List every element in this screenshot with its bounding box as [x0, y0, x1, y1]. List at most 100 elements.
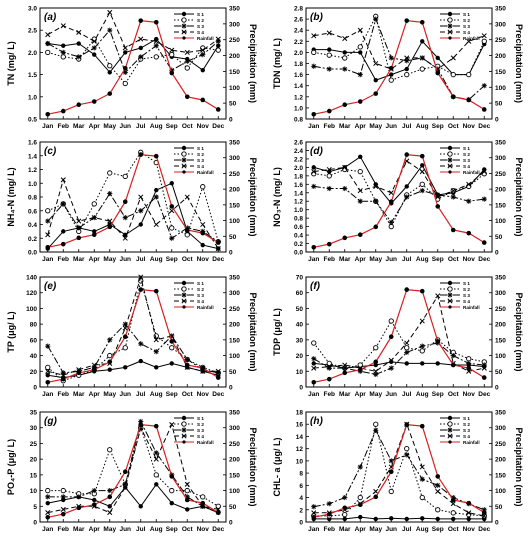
data-point	[481, 107, 487, 112]
x-tick-label: Feb	[57, 256, 69, 263]
data-point	[107, 9, 113, 15]
data-point	[215, 246, 221, 252]
data-point	[419, 19, 425, 25]
data-point	[91, 215, 97, 221]
y-tick-label: 4	[299, 495, 303, 502]
data-point	[91, 487, 97, 494]
y2-tick-label: 350	[229, 6, 240, 13]
x-tick-label: Feb	[57, 391, 69, 398]
data-point	[435, 339, 441, 344]
data-point	[481, 362, 487, 368]
data-point	[373, 60, 379, 67]
data-point	[153, 349, 159, 355]
data-point	[342, 164, 348, 170]
y-tick-label: 1.5	[28, 72, 37, 79]
data-point	[357, 188, 363, 194]
y-tick-label: 80	[30, 322, 38, 329]
legend-label: S 1	[463, 146, 470, 151]
data-point	[215, 47, 221, 53]
y2-tick-label: 350	[229, 275, 240, 282]
legend-marker	[447, 29, 453, 35]
series-line	[313, 40, 485, 81]
y-tick-label: 8	[299, 471, 303, 478]
data-point	[342, 185, 348, 192]
y-tick-label: 1.4	[294, 190, 303, 197]
y2-tick-label: 300	[229, 155, 240, 162]
series-rainfall	[311, 18, 487, 117]
data-point	[76, 102, 82, 108]
data-point	[419, 188, 425, 194]
data-point	[357, 367, 363, 373]
y-tick-label: 2.0	[28, 50, 37, 57]
data-point	[153, 456, 159, 462]
legend-label: S 3	[197, 428, 204, 433]
data-point	[60, 241, 66, 247]
x-tick-label: Jun	[119, 391, 131, 398]
x-tick-label: Sep	[432, 391, 444, 398]
y-tick-label: 6	[299, 483, 303, 490]
x-tick-label: Feb	[57, 123, 69, 130]
data-point	[122, 325, 128, 331]
y-tick-label: 2	[299, 507, 303, 514]
data-point	[138, 152, 144, 157]
data-point	[76, 370, 82, 376]
plot-frame	[39, 276, 227, 388]
data-point	[153, 472, 159, 478]
x-tick-label: Nov	[463, 391, 476, 398]
y-tick-label: 3.0	[28, 6, 37, 13]
y-tick-label: 2.2	[294, 156, 303, 163]
series-line	[47, 20, 219, 115]
y2-tick-label: 350	[229, 140, 240, 147]
y-tick-label: 0.5	[28, 117, 37, 124]
y-tick-label: 2.0	[294, 165, 303, 172]
data-point	[357, 99, 363, 104]
y-tick-label: 1.6	[28, 140, 37, 147]
data-point	[311, 111, 317, 117]
data-point	[373, 494, 379, 500]
data-point	[138, 18, 144, 23]
legend-label: S 2	[197, 422, 204, 427]
data-point	[419, 181, 425, 187]
y2-tick-label: 150	[495, 337, 506, 344]
y-tick-label: 1.4	[294, 83, 303, 90]
y-tick-label: 0.4	[28, 222, 37, 229]
data-point	[122, 334, 128, 340]
legend-label: S 3	[463, 158, 470, 163]
data-point	[184, 49, 190, 55]
data-point	[311, 504, 317, 510]
legend-label: S 4	[463, 299, 470, 304]
data-point	[311, 361, 316, 366]
x-tick-label: Feb	[323, 391, 335, 398]
y2-tick-label: 50	[495, 504, 503, 511]
series-line	[313, 288, 485, 383]
data-point	[92, 229, 97, 234]
data-point	[153, 153, 159, 159]
data-point	[388, 55, 394, 61]
y2-axis-label: Precipitation (mm)	[514, 292, 524, 371]
data-point	[107, 367, 112, 372]
data-point	[76, 505, 82, 511]
data-point	[184, 497, 190, 503]
y-tick-label: 2.0	[294, 50, 303, 57]
x-tick-label: May	[103, 391, 116, 398]
chart-panel: 0.0 0.2 0.4 0.6 0.8 1.0 1.2 1.4 1.6 0 50 100 150 200 2…	[6, 140, 258, 264]
data-point	[466, 71, 472, 78]
data-point	[419, 153, 425, 159]
data-point	[200, 97, 206, 103]
y-tick-label: 60	[296, 290, 304, 297]
plot-frame	[39, 411, 227, 523]
data-point	[357, 168, 363, 175]
data-point	[122, 215, 128, 221]
series-line	[313, 294, 485, 372]
data-point	[373, 427, 379, 433]
data-point	[138, 418, 144, 425]
data-point	[388, 219, 394, 225]
data-point	[122, 45, 128, 51]
data-point	[404, 55, 410, 61]
x-tick-label: Nov	[197, 256, 210, 263]
y2-tick-label: 100	[229, 85, 240, 92]
y-tick-label: 10	[30, 488, 38, 495]
series-line	[313, 361, 485, 369]
data-point	[388, 77, 394, 83]
y-tick-label: 12	[296, 446, 304, 453]
